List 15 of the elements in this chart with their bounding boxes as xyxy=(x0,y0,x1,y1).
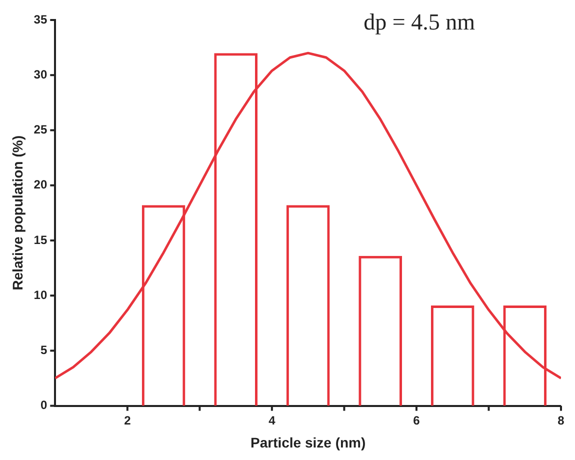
y-tick-label: 20 xyxy=(34,178,48,192)
x-tick-label: 2 xyxy=(124,413,132,428)
y-tick-label: 0 xyxy=(40,398,48,412)
y-tick-label: 10 xyxy=(34,288,48,302)
y-axis-title: Relative population (%) xyxy=(9,136,26,290)
x-axis-title: Particle size (nm) xyxy=(250,434,366,450)
x-tick-label: 4 xyxy=(268,413,276,428)
y-tick-label: 30 xyxy=(34,67,48,82)
y-tick-label: 15 xyxy=(34,232,48,247)
y-tick-label: 35 xyxy=(34,12,48,26)
x-tick-label: 6 xyxy=(413,413,420,428)
y-tick-label: 25 xyxy=(34,122,48,137)
x-tick-label: 8 xyxy=(558,413,565,428)
y-tick-label: 5 xyxy=(40,343,48,357)
annotation: dp = 4.5 nm xyxy=(364,10,476,35)
